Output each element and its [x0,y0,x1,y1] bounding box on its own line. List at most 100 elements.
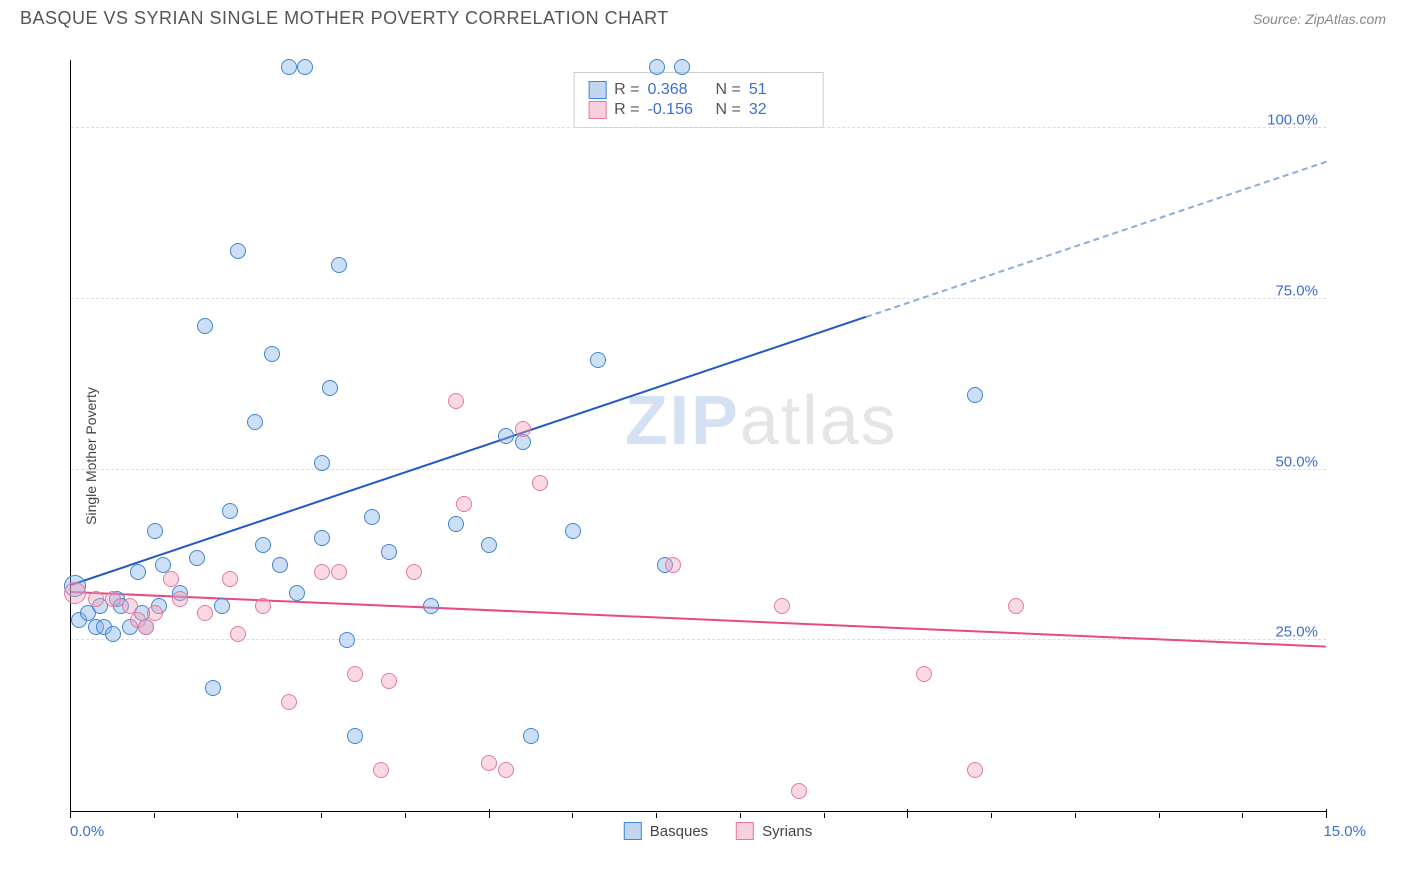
stat-n-basques: 51 [749,81,809,99]
data-point [967,387,983,403]
swatch-blue-icon [588,81,606,99]
x-tick [991,813,992,818]
stat-r-basques: 0.368 [648,81,708,99]
chart-title: BASQUE VS SYRIAN SINGLE MOTHER POVERTY C… [20,8,669,29]
data-point [197,605,213,621]
data-point [130,564,146,580]
x-tick [656,813,657,818]
x-tick [489,809,490,818]
data-point [214,598,230,614]
data-point [189,550,205,566]
data-point [197,318,213,334]
chart-source: Source: ZipAtlas.com [1253,11,1386,27]
trendline [71,316,866,586]
x-tick [824,813,825,818]
data-point [331,257,347,273]
data-point [373,762,389,778]
data-point [314,530,330,546]
stat-r-syrians: -0.156 [648,101,708,119]
watermark: ZIPatlas [625,380,898,460]
data-point [163,571,179,587]
data-point [347,666,363,682]
legend-label: Basques [650,823,708,840]
x-axis-max-label: 15.0% [1323,823,1366,840]
x-tick [405,813,406,818]
stat-label-r: R = [614,101,639,119]
legend-label: Syrians [762,823,812,840]
data-point [88,591,104,607]
data-point [222,571,238,587]
data-point [498,762,514,778]
data-point [281,59,297,75]
data-point [255,598,271,614]
data-point [331,564,347,580]
data-point [649,59,665,75]
x-tick [1326,809,1327,818]
y-grid-label: 25.0% [1275,624,1318,641]
chart-header: BASQUE VS SYRIAN SINGLE MOTHER POVERTY C… [0,0,1406,29]
data-point [105,591,121,607]
x-tick [1075,813,1076,818]
data-point [297,59,313,75]
data-point [347,728,363,744]
data-point [230,626,246,642]
data-point [272,557,288,573]
x-tick [1242,813,1243,818]
gridline [71,469,1326,470]
data-point [255,537,271,553]
stats-row-syrians: R = -0.156 N = 32 [588,101,809,119]
watermark-atlas: atlas [740,381,898,459]
x-tick [1159,813,1160,818]
data-point [1008,598,1024,614]
x-tick [572,813,573,818]
data-point [532,475,548,491]
data-point [423,598,439,614]
x-tick [70,809,71,818]
data-point [515,421,531,437]
data-point [64,582,86,604]
data-point [247,414,263,430]
legend-swatch-pink-icon [736,822,754,840]
data-point [289,585,305,601]
x-tick [907,809,908,818]
stats-row-basques: R = 0.368 N = 51 [588,81,809,99]
x-axis-min-label: 0.0% [70,823,104,840]
data-point [406,564,422,580]
data-point [381,673,397,689]
legend-bottom: Basques Syrians [624,822,812,840]
data-point [138,619,154,635]
y-grid-label: 100.0% [1267,112,1318,129]
data-point [264,346,280,362]
stats-box: R = 0.368 N = 51 R = -0.156 N = 32 [573,72,824,128]
legend-item-basques: Basques [624,822,708,840]
data-point [172,591,188,607]
data-point [222,503,238,519]
data-point [481,537,497,553]
chart-container: Single Mother Poverty ZIPatlas R = 0.368… [50,50,1386,862]
legend-swatch-blue-icon [624,822,642,840]
stat-label-n: N = [716,81,741,99]
data-point [916,666,932,682]
data-point [498,428,514,444]
data-point [105,626,121,642]
data-point [967,762,983,778]
data-point [147,605,163,621]
data-point [448,393,464,409]
data-point [481,755,497,771]
data-point [448,516,464,532]
gridline [71,298,1326,299]
data-point [230,243,246,259]
data-point [314,564,330,580]
legend-item-syrians: Syrians [736,822,812,840]
y-grid-label: 50.0% [1275,453,1318,470]
data-point [381,544,397,560]
data-point [590,352,606,368]
trendline [866,160,1327,317]
data-point [364,509,380,525]
y-grid-label: 75.0% [1275,282,1318,299]
data-point [281,694,297,710]
data-point [147,523,163,539]
data-point [205,680,221,696]
data-point [339,632,355,648]
data-point [456,496,472,512]
